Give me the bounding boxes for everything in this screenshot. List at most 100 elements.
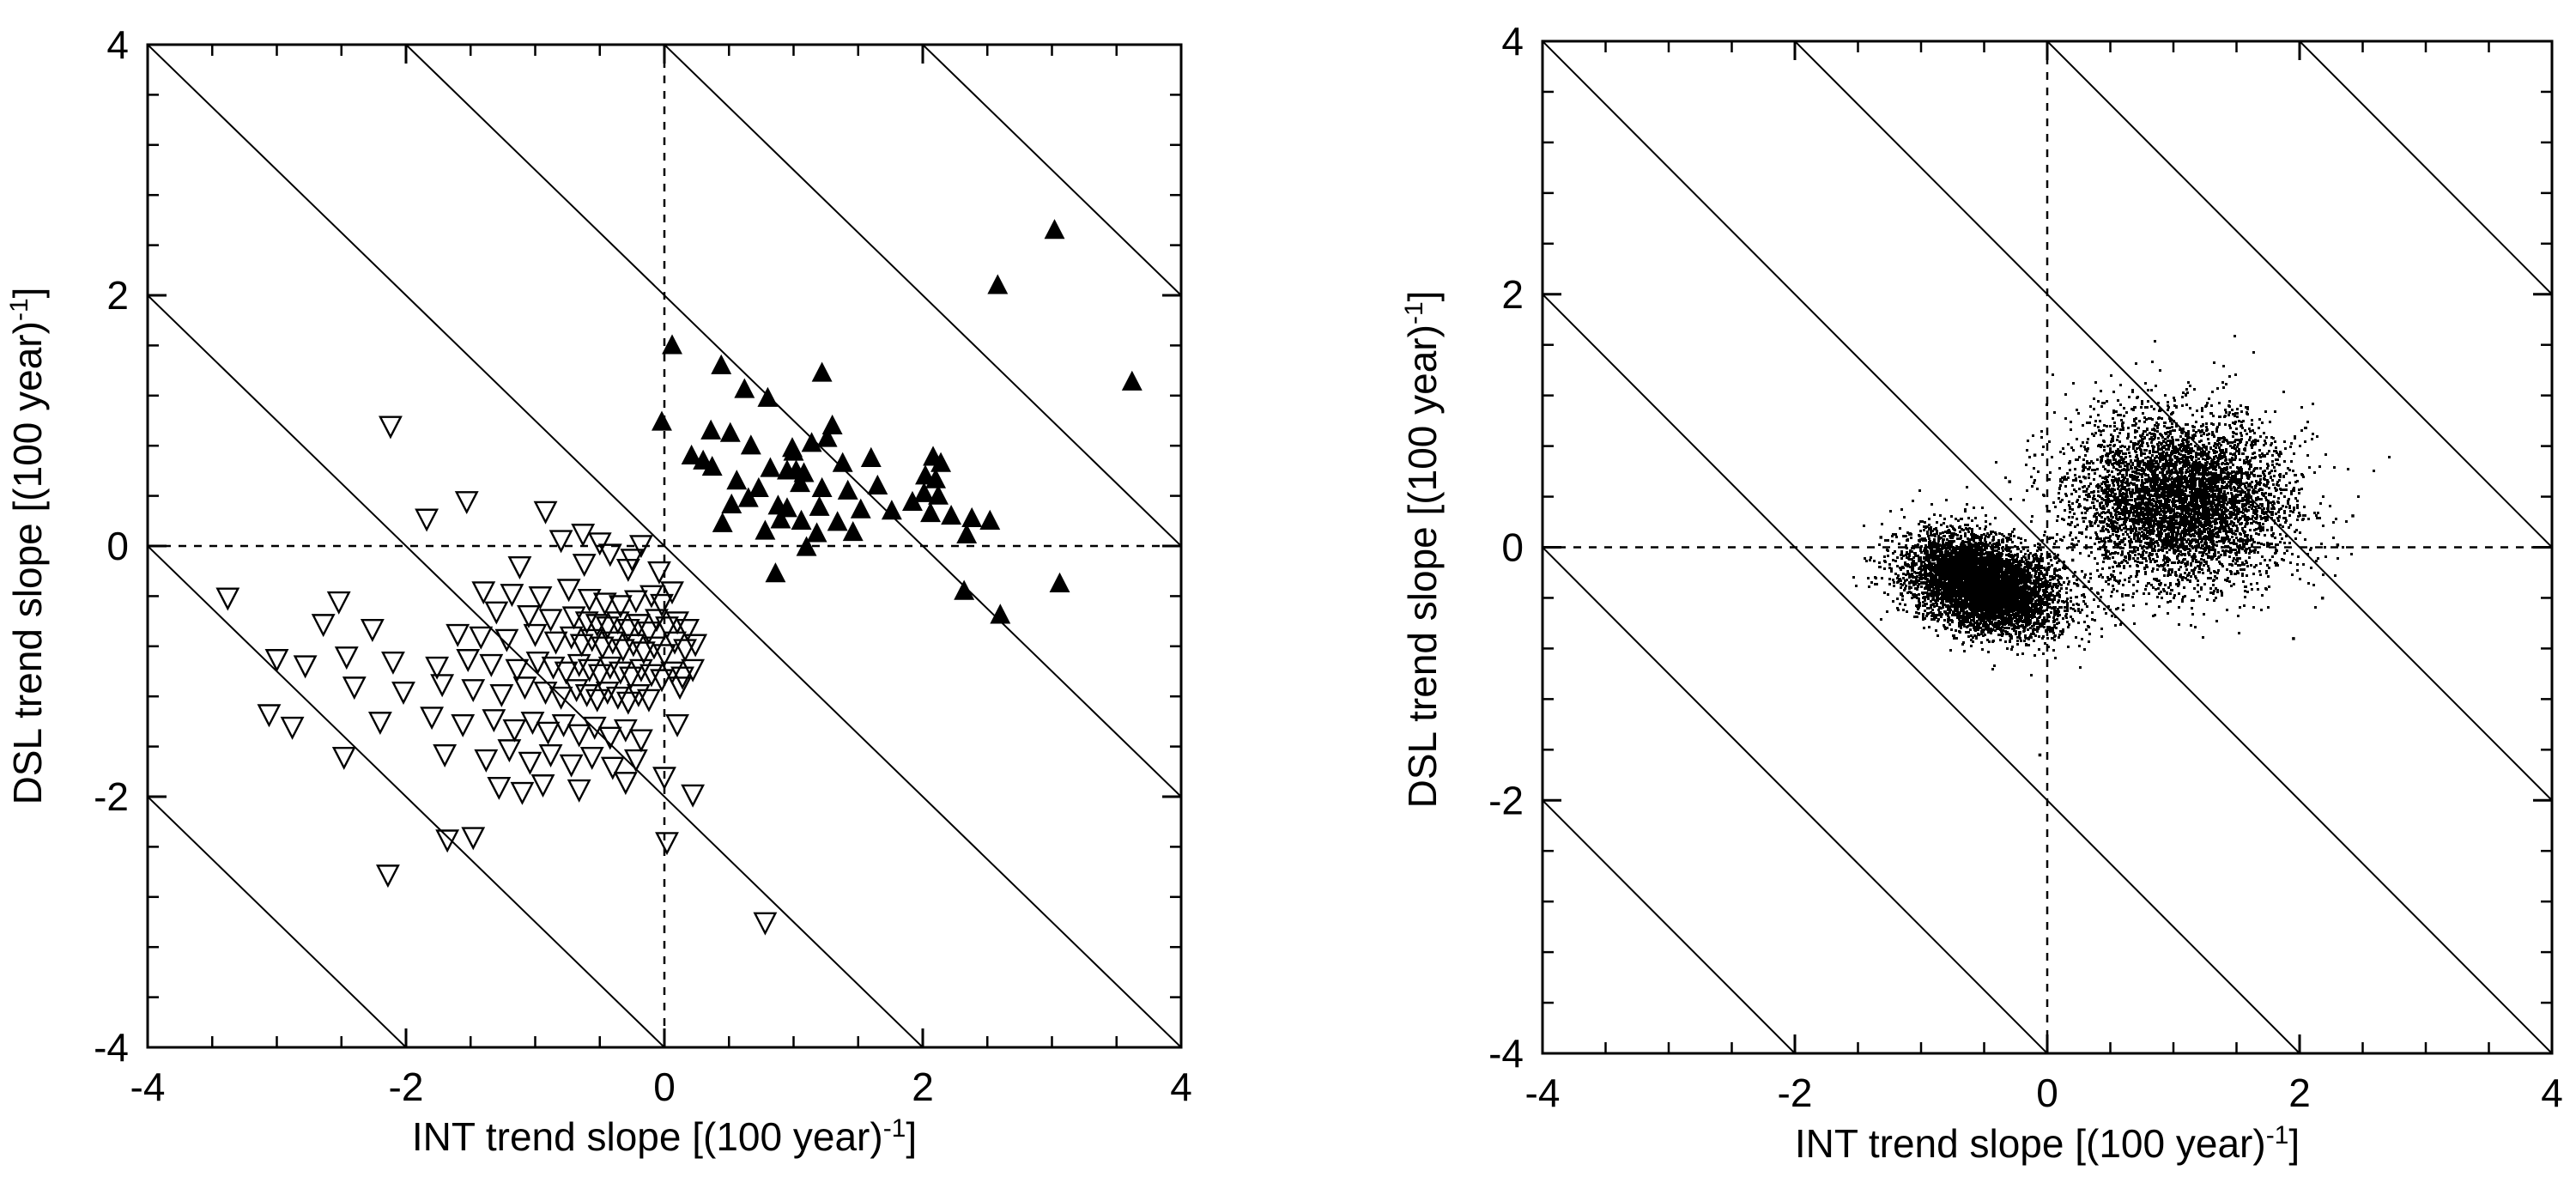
- outlier-point: [1879, 536, 1882, 539]
- marker-open-down-triangle: [652, 767, 676, 791]
- marker-open-down-triangle: [587, 532, 612, 556]
- marker-filled-up-triangle: [719, 422, 741, 442]
- outlier-point: [2070, 558, 2075, 562]
- diagonal-reference-line: [148, 796, 408, 1047]
- marker-open-down-triangle: [564, 679, 589, 703]
- marker-open-down-triangle: [579, 746, 604, 770]
- y-tick-label: -2: [1488, 778, 1524, 822]
- marker-filled-up-triangle: [770, 508, 791, 529]
- x-tick-label: 0: [2036, 1071, 2058, 1115]
- diagonal-reference-line: [2298, 41, 2552, 295]
- marker-open-down-triangle: [505, 658, 530, 682]
- marker-open-down-triangle: [507, 556, 532, 579]
- marker-open-down-triangle: [574, 683, 599, 707]
- diagonal-reference-line: [1543, 41, 2552, 1053]
- marker-open-down-triangle: [517, 604, 541, 628]
- marker-filled-up-triangle: [867, 474, 888, 495]
- marker-open-down-triangle: [626, 614, 651, 638]
- marker-open-down-triangle: [660, 581, 684, 605]
- outlier-point: [2292, 637, 2295, 640]
- marker-open-down-triangle: [626, 683, 651, 707]
- x-tick-label: -4: [130, 1065, 166, 1109]
- marker-open-down-triangle: [660, 661, 684, 685]
- marker-open-down-triangle: [628, 729, 653, 753]
- marker-filled-up-triangle: [801, 432, 822, 452]
- marker-filled-up-triangle: [842, 520, 864, 542]
- marker-open-down-triangle: [484, 601, 509, 625]
- marker-open-down-triangle: [360, 619, 385, 642]
- marker-open-down-triangle: [264, 649, 289, 673]
- x-tick-label: -2: [1778, 1071, 1813, 1115]
- x-axis-title: INT trend slope [(100 year)-1]: [1795, 1121, 2300, 1166]
- marker-open-down-triangle: [753, 912, 778, 936]
- marker-open-down-triangle: [650, 593, 674, 617]
- marker-open-down-triangle: [623, 749, 648, 773]
- marker-filled-up-triangle: [726, 470, 748, 490]
- marker-open-down-triangle: [567, 779, 591, 803]
- marker-open-down-triangle: [559, 754, 584, 778]
- marker-open-down-triangle: [618, 666, 643, 690]
- outlier-point: [2033, 453, 2037, 457]
- marker-open-down-triangle: [572, 554, 597, 578]
- marker-open-down-triangle: [639, 585, 664, 609]
- outlier-point: [2076, 584, 2080, 587]
- series-negative-INT-group: [215, 416, 778, 936]
- marker-open-down-triangle: [257, 704, 282, 728]
- marker-open-down-triangle: [650, 669, 674, 693]
- diagonal-reference-line: [921, 45, 1181, 296]
- y-tick-labels: -4 -2 0 2 4: [1488, 19, 1524, 1076]
- diagonal-reference-line: [1543, 799, 1797, 1053]
- marker-filled-up-triangle: [712, 512, 733, 532]
- marker-filled-up-triangle: [979, 509, 1001, 530]
- marker-filled-up-triangle: [662, 334, 682, 355]
- marker-filled-up-triangle: [796, 536, 817, 556]
- marker-open-down-triangle: [579, 628, 604, 652]
- marker-open-down-triangle: [673, 639, 698, 663]
- marker-open-down-triangle: [280, 716, 305, 740]
- outlier-point: [2038, 753, 2042, 757]
- marker-open-down-triangle: [571, 524, 596, 548]
- marker-open-down-triangle: [663, 631, 687, 655]
- marker-open-down-triangle: [528, 586, 553, 610]
- diagonal-reference-line: [663, 45, 1181, 547]
- marker-open-down-triangle: [497, 739, 522, 763]
- marker-filled-up-triangle: [930, 452, 952, 472]
- marker-open-down-triangle: [510, 781, 535, 805]
- marker-open-down-triangle: [639, 664, 664, 688]
- y-tick-label: 0: [1501, 525, 1524, 570]
- marker-filled-up-triangle: [737, 487, 759, 507]
- marker-filled-up-triangle: [809, 495, 830, 516]
- marker-open-down-triangle: [543, 631, 568, 655]
- y-tick-label: -4: [1488, 1031, 1524, 1076]
- marker-open-down-triangle: [621, 634, 646, 658]
- marker-open-down-triangle: [655, 616, 679, 640]
- marker-open-down-triangle: [681, 784, 706, 808]
- x-tick-label: 4: [1170, 1065, 1192, 1109]
- marker-filled-up-triangle: [956, 523, 978, 543]
- marker-filled-up-triangle: [811, 361, 833, 382]
- axis-ticks: [146, 43, 1183, 1049]
- marker-filled-up-triangle: [806, 522, 827, 543]
- marker-filled-up-triangle: [701, 456, 723, 476]
- outlier-point: [2068, 523, 2072, 526]
- marker-open-down-triangle: [623, 590, 648, 614]
- marker-open-down-triangle: [597, 543, 622, 567]
- marker-open-down-triangle: [642, 636, 666, 660]
- marker-open-down-triangle: [293, 655, 318, 679]
- marker-open-down-triangle: [375, 864, 400, 889]
- marker-open-down-triangle: [326, 591, 351, 615]
- marker-open-down-triangle: [615, 691, 640, 715]
- marker-open-down-triangle: [637, 621, 661, 645]
- marker-open-down-triangle: [433, 744, 458, 767]
- y-tick-label: -4: [94, 1025, 129, 1070]
- marker-open-down-triangle: [415, 508, 439, 532]
- x-tick-label: 2: [2288, 1071, 2311, 1115]
- x-tick-label: 4: [2541, 1071, 2563, 1115]
- marker-open-down-triangle: [445, 623, 470, 647]
- marker-filled-up-triangle: [928, 484, 949, 505]
- marker-filled-up-triangle: [827, 511, 848, 531]
- y-tick-label: 2: [106, 273, 129, 318]
- marker-open-down-triangle: [574, 611, 599, 635]
- marker-open-down-triangle: [461, 827, 486, 851]
